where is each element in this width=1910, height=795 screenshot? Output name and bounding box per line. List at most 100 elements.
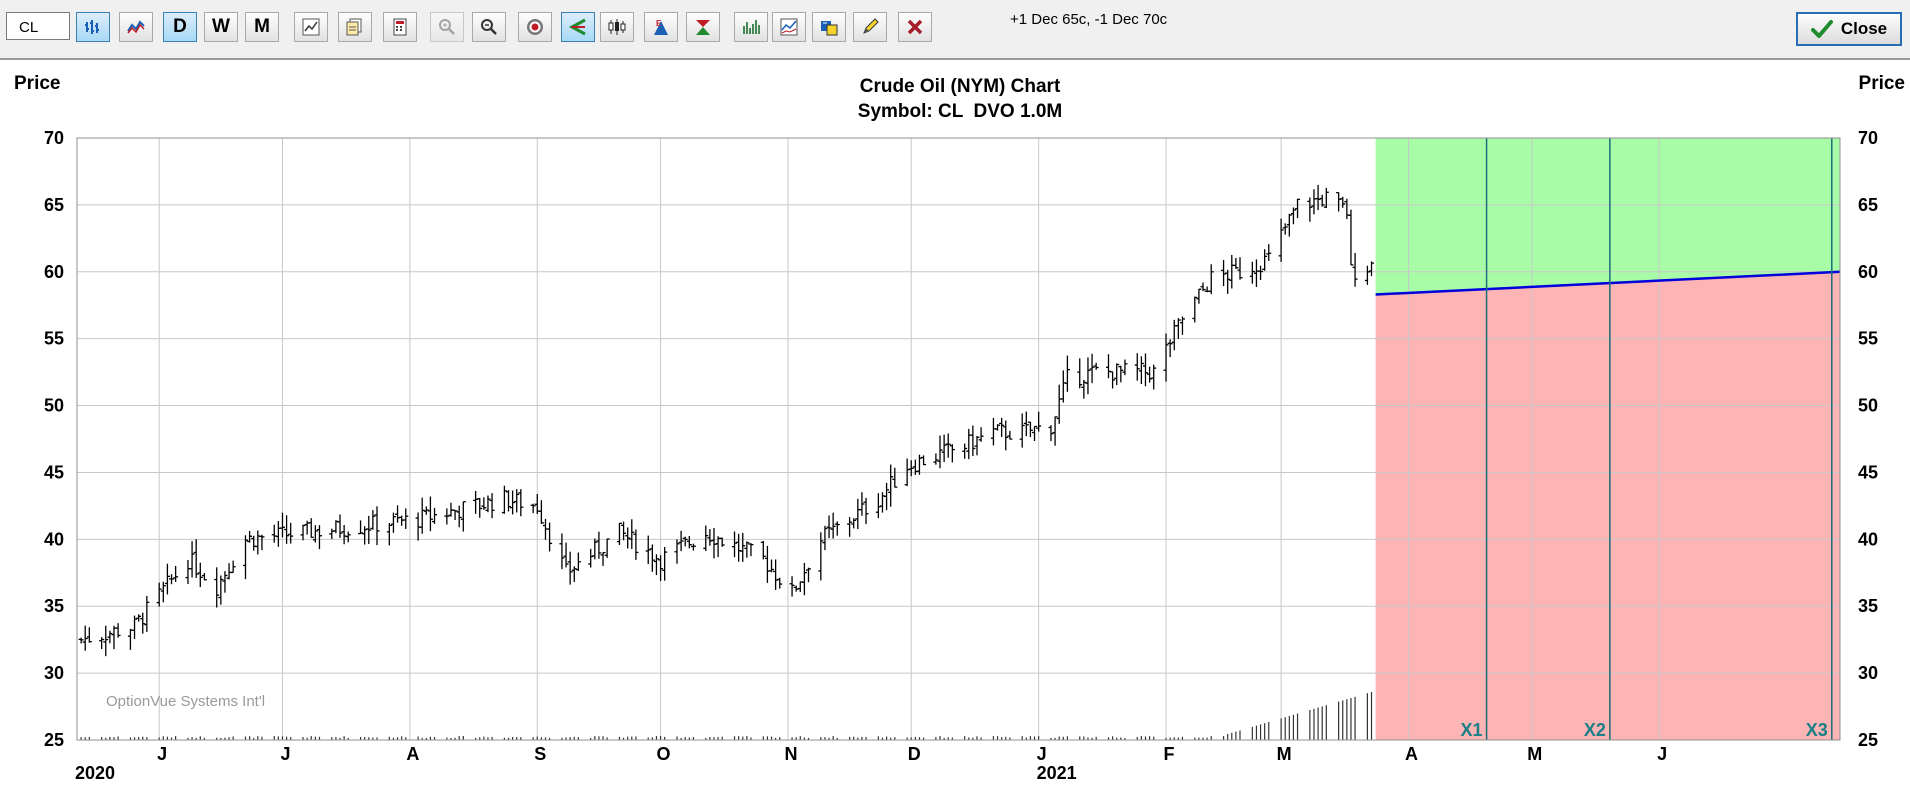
candlestick-button[interactable]: [600, 12, 634, 42]
ohlc-bar: [300, 524, 306, 541]
ohlc-bar: [366, 515, 372, 545]
ohlc-bar: [1340, 196, 1346, 208]
ohlc-bar: [1208, 264, 1214, 295]
ohlc-bar: [1315, 184, 1321, 211]
ohlc-bar: [456, 505, 462, 528]
y-axis-label-right: Price: [1859, 73, 1905, 94]
line-chart-icon: [127, 20, 145, 34]
toolbar: D W M E +1 Dec 65c, -1 Dec 70c Close: [0, 0, 1910, 58]
x-month-label: S: [534, 744, 546, 764]
ohlc-bar: [1352, 252, 1358, 287]
expiration-label: X1: [1461, 720, 1483, 740]
ohlc-bar: [444, 508, 450, 525]
dividend-button[interactable]: [686, 12, 720, 42]
ohlc-bar: [279, 512, 285, 538]
ohlc-bar: [888, 464, 894, 507]
ohlc-bar: [386, 523, 392, 546]
ohlc-bar: [477, 497, 483, 518]
earnings-button[interactable]: E: [644, 12, 678, 42]
ohlc-bar: [1369, 261, 1375, 277]
ohlc-bar: [575, 552, 581, 571]
volume-bars: [80, 692, 1373, 740]
y-tick-label-right: 50: [1858, 396, 1878, 416]
x-month-label: A: [1405, 744, 1418, 764]
ohlc-bar: [863, 497, 869, 525]
ohlc-bar: [156, 582, 162, 607]
target-button[interactable]: [518, 12, 552, 42]
ohlc-bar: [1138, 356, 1144, 385]
y-tick-label-left: 35: [44, 596, 64, 616]
ohlc-bar: [653, 554, 659, 576]
trendline-button[interactable]: [561, 12, 595, 42]
ohlc-bar: [481, 497, 487, 510]
ohlc-bar: [1266, 244, 1272, 261]
breakeven-line: [1375, 270, 1841, 296]
x-month-label: J: [1037, 744, 1047, 764]
ohlc-bar: [740, 532, 746, 562]
weekly-button[interactable]: W: [204, 12, 238, 42]
y-tick-label-left: 50: [44, 396, 64, 416]
bar-chart-button[interactable]: [76, 12, 110, 42]
ohlc-bar: [859, 492, 865, 516]
ohlc-bar: [616, 522, 622, 545]
checkmark-icon: [1810, 20, 1833, 38]
ohlc-bar: [201, 573, 207, 581]
ohlc-bar: [1258, 265, 1264, 281]
ohlc-bar: [567, 551, 573, 585]
ohlc-bar: [160, 581, 166, 603]
ohlc-bar: [748, 543, 754, 557]
zoom-in-button[interactable]: [430, 12, 464, 42]
symbol-input[interactable]: [6, 12, 70, 40]
ohlc-bar: [510, 490, 516, 515]
ohlc-bar: [1175, 318, 1181, 339]
y-tick-label-left: 40: [44, 529, 64, 549]
indicator-button[interactable]: [772, 12, 806, 42]
x-month-label: D: [908, 744, 921, 764]
daily-button[interactable]: D: [163, 12, 197, 42]
pencil-button[interactable]: [853, 12, 887, 42]
ohlc-bar: [259, 534, 265, 551]
ohlc-bar: [703, 525, 709, 551]
overlay-icon: [821, 21, 838, 36]
y-tick-label-left: 25: [44, 730, 64, 750]
trendline-icon: [568, 18, 586, 36]
y-tick-label-right: 55: [1858, 329, 1878, 349]
ohlc-bar: [777, 577, 783, 589]
x-month-label: A: [406, 744, 419, 764]
volume-bars-button[interactable]: [734, 12, 768, 42]
overlay-button[interactable]: [812, 12, 846, 42]
ohlc-bar: [1134, 353, 1140, 381]
ohlc-bar: [1032, 425, 1038, 442]
delete-button[interactable]: [898, 12, 932, 42]
monthly-button[interactable]: M: [245, 12, 279, 42]
y-tick-label-right: 70: [1858, 128, 1878, 148]
ohlc-bar: [501, 485, 507, 514]
daily-label: D: [173, 16, 187, 37]
ohlc-bar: [1048, 425, 1054, 442]
close-button[interactable]: Close: [1796, 12, 1902, 46]
ohlc-bar: [769, 559, 775, 573]
zoom-out-button[interactable]: [472, 12, 506, 42]
ohlc-bar: [1307, 197, 1313, 222]
ohlc-bar: [1282, 223, 1288, 235]
ohlc-bar: [1323, 187, 1329, 209]
ohlc-bar: [1122, 359, 1128, 376]
ohlc-bar: [1147, 366, 1153, 383]
ohlc-bar: [284, 515, 290, 544]
ohlc-bar: [218, 575, 224, 605]
ohlc-bar: [103, 625, 109, 657]
line-chart-button[interactable]: [119, 12, 153, 42]
ohlc-bar: [686, 536, 692, 549]
ohlc-bar: [337, 514, 343, 538]
copy-chart-button[interactable]: [338, 12, 372, 42]
chart-settings-button[interactable]: [294, 12, 328, 42]
ohlc-bar: [830, 512, 836, 539]
ohlc-bar: [288, 522, 294, 544]
dividend-icon: [696, 20, 710, 35]
ohlc-bar: [921, 455, 927, 466]
calculator-button[interactable]: [383, 12, 417, 42]
ohlc-bar: [1221, 259, 1227, 287]
ohlc-bar: [1036, 411, 1042, 432]
ohlc-bar: [390, 512, 396, 533]
ohlc-bar: [485, 495, 491, 513]
